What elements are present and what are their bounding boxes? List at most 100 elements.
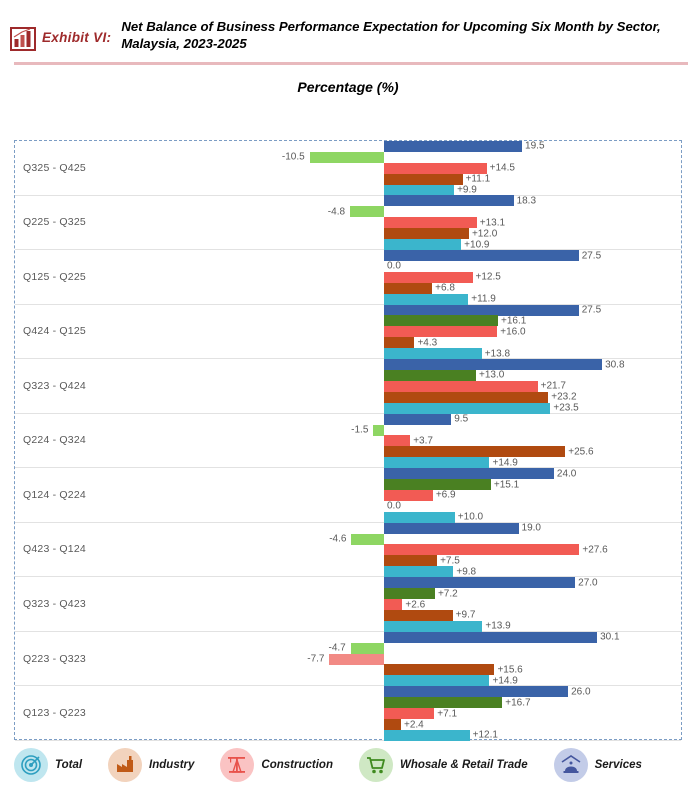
bar-row: +12.0 [15, 228, 681, 240]
bar-value-label: +16.0 [500, 326, 526, 338]
bar-industry[interactable] [384, 697, 503, 709]
bar-total[interactable] [384, 140, 523, 152]
exhibit-header: Exhibit VI: Net Balance of Business Perf… [0, 0, 696, 65]
bar-value-label: 27.5 [581, 250, 602, 261]
bar-whosale-retail-trade[interactable] [384, 391, 549, 403]
bar-row: +6.8 [15, 282, 681, 294]
bar-value-label: +12.0 [471, 228, 498, 240]
bar-whosale-retail-trade[interactable] [384, 446, 566, 458]
bar-total[interactable] [384, 359, 603, 371]
bar-services[interactable] [384, 511, 455, 523]
bar-services[interactable] [384, 457, 490, 469]
bar-row: +7.2 [15, 588, 681, 600]
bar-total[interactable] [384, 686, 569, 698]
bar-row: +4.3 [15, 337, 681, 349]
bar-total[interactable] [384, 522, 519, 534]
bar-total[interactable] [384, 195, 514, 207]
category-label: Q125 - Q225 [23, 270, 86, 283]
bar-construction[interactable] [384, 217, 477, 229]
bar-services[interactable] [384, 293, 469, 305]
bar-value-label: +11.1 [465, 173, 491, 185]
bar-services[interactable] [384, 402, 551, 414]
bar-construction[interactable] [384, 708, 435, 720]
legend-item-total[interactable]: Total [14, 748, 82, 782]
bar-construction[interactable] [384, 326, 498, 338]
bar-value-label: +16.1 [500, 315, 527, 327]
bar-group: Q225 - Q325 18.3 -4.8 +13.1 +12.0 +10.9 [15, 195, 681, 251]
bar-construction[interactable] [384, 435, 411, 447]
bar-industry[interactable] [384, 315, 498, 327]
bar-value-label: +9.7 [455, 609, 476, 621]
bar-total[interactable] [384, 413, 452, 425]
legend-item-industry[interactable]: Industry [108, 748, 194, 782]
bar-value-label: +25.6 [568, 446, 594, 458]
bar-industry[interactable] [350, 206, 384, 218]
bar-construction[interactable] [329, 653, 384, 665]
bar-row: 18.3 [15, 195, 681, 207]
bar-total[interactable] [384, 577, 576, 589]
bar-row: 27.5 [15, 250, 681, 261]
legend-item-services[interactable]: Services [553, 748, 642, 782]
bar-total[interactable] [384, 631, 598, 643]
bar-value-label: +7.2 [437, 588, 458, 600]
bar-construction[interactable] [384, 599, 403, 611]
bar-services[interactable] [384, 184, 455, 196]
bar-industry[interactable] [373, 424, 384, 436]
bar-services[interactable] [384, 239, 462, 251]
bar-services[interactable] [384, 620, 483, 632]
bar-value-label: +6.9 [435, 489, 456, 501]
bar-total[interactable] [384, 304, 579, 316]
bar-industry[interactable] [309, 151, 384, 163]
bar-services[interactable] [384, 348, 482, 360]
bars-wrapper: 9.5 -1.5 +3.7 +25.6 +14.9 [15, 413, 681, 469]
bar-value-label: +13.9 [485, 620, 511, 632]
bar-construction[interactable] [384, 162, 487, 174]
chart-axis-title: Percentage (%) [297, 78, 399, 95]
bar-whosale-retail-trade[interactable] [384, 609, 453, 621]
bar-whosale-retail-trade[interactable] [384, 282, 433, 294]
bar-total[interactable] [384, 468, 554, 480]
bar-whosale-retail-trade[interactable] [384, 173, 463, 185]
bar-row: +2.6 [15, 599, 681, 611]
bar-group: Q323 - Q424 30.8 +13.0 +21.7 +23.2 +23.5 [15, 359, 681, 414]
bar-whosale-retail-trade[interactable] [384, 555, 438, 567]
bar-value-label: +12.5 [475, 271, 501, 283]
bar-value-label: +27.6 [582, 544, 608, 556]
bar-row: -7.7 [15, 653, 681, 665]
bar-whosale-retail-trade[interactable] [384, 719, 401, 730]
bar-industry[interactable] [384, 369, 477, 381]
service-bell-icon [553, 748, 588, 782]
bar-construction[interactable] [384, 544, 580, 556]
category-label: Q323 - Q423 [23, 598, 86, 611]
bar-construction[interactable] [384, 489, 433, 501]
bar-value-label: +21.7 [540, 380, 566, 392]
bar-whosale-retail-trade[interactable] [384, 228, 469, 240]
bars-wrapper: 18.3 -4.8 +13.1 +12.0 +10.9 [15, 195, 681, 251]
bar-value-label: -4.8 [327, 206, 346, 218]
bar-value-label: -4.6 [329, 533, 347, 545]
bar-value-label: +7.1 [437, 708, 458, 720]
bar-whosale-retail-trade[interactable] [384, 664, 495, 676]
bar-construction[interactable] [384, 380, 538, 392]
bar-value-label: +14.5 [489, 162, 515, 174]
bar-value-label: +2.6 [405, 599, 426, 611]
bar-group: Q323 - Q423 27.0 +7.2 +2.6 +9.7 +13.9 [15, 577, 681, 632]
legend-item-construction[interactable]: Construction [220, 748, 333, 782]
bar-industry[interactable] [384, 588, 435, 600]
bar-construction[interactable] [384, 271, 473, 283]
bar-industry[interactable] [350, 642, 384, 654]
bar-total[interactable] [384, 250, 579, 261]
bar-services[interactable] [384, 566, 454, 578]
bar-services[interactable] [384, 675, 490, 687]
bar-value-label: 24.0 [556, 468, 577, 480]
bar-groups-container: Q325 - Q425 19.5 -10.5 +14.5 +11.1 +9.9 Q225 -… [15, 140, 681, 741]
legend-item-whosale-retail-trade[interactable]: Whosale & Retail Trade [358, 748, 528, 782]
bar-group: Q124 - Q224 24.0 +15.1 +6.9 0.0 +10.0 [15, 468, 681, 523]
bar-industry[interactable] [384, 479, 491, 491]
bar-value-label: 9.5 [454, 413, 469, 425]
bar-industry[interactable] [351, 533, 384, 545]
bar-services[interactable] [384, 729, 470, 741]
bars-wrapper: 27.5 0.0 +12.5 +6.8 +11.9 [15, 250, 681, 305]
bar-whosale-retail-trade[interactable] [384, 337, 415, 349]
category-label: Q225 - Q325 [23, 216, 86, 229]
